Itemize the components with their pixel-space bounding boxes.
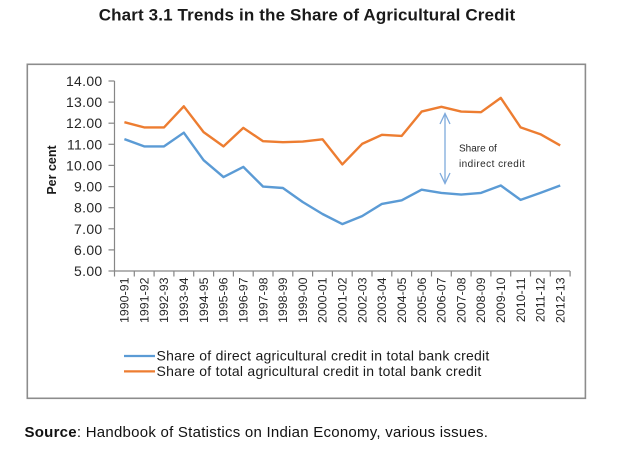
svg-text:Source: Handbook of Statistics: Source: Handbook of Statistics on Indian… (25, 424, 489, 441)
svg-text:5.00: 5.00 (74, 263, 102, 279)
svg-text:Per cent: Per cent (45, 145, 59, 195)
svg-text:2000-01: 2000-01 (316, 277, 330, 323)
svg-text:2002-03: 2002-03 (355, 277, 369, 323)
svg-text:7.00: 7.00 (74, 221, 102, 237)
svg-text:1999-00: 1999-00 (296, 277, 310, 323)
svg-text:2004-05: 2004-05 (395, 277, 409, 323)
svg-text:2001-02: 2001-02 (336, 277, 350, 323)
svg-text:2010-11: 2010-11 (514, 277, 528, 322)
svg-text:indirect credit: indirect credit (459, 159, 525, 170)
svg-text:1994-95: 1994-95 (197, 277, 211, 323)
svg-text:2011-12: 2011-12 (534, 277, 548, 322)
svg-text:13.00: 13.00 (66, 94, 103, 110)
svg-text:Chart 3.1 Trends in the Share: Chart 3.1 Trends in the Share of Agricul… (99, 5, 516, 24)
svg-text:2007-08: 2007-08 (454, 277, 468, 323)
svg-text:1995-96: 1995-96 (217, 277, 231, 323)
svg-text:2005-06: 2005-06 (415, 277, 429, 323)
svg-text:11.00: 11.00 (67, 136, 103, 152)
svg-text:2006-07: 2006-07 (435, 277, 449, 323)
svg-text:1997-98: 1997-98 (256, 277, 270, 323)
svg-text:9.00: 9.00 (74, 179, 102, 195)
svg-text:1998-99: 1998-99 (276, 277, 290, 323)
svg-text:8.00: 8.00 (74, 200, 102, 216)
svg-text:2008-09: 2008-09 (474, 277, 488, 323)
svg-text:6.00: 6.00 (74, 242, 102, 258)
svg-text:14.00: 14.00 (66, 73, 103, 89)
svg-text:10.00: 10.00 (66, 157, 103, 173)
svg-text:1993-94: 1993-94 (177, 277, 191, 323)
svg-text:Share of: Share of (459, 144, 497, 155)
svg-text:2003-04: 2003-04 (375, 277, 389, 323)
svg-text:1991-92: 1991-92 (137, 277, 151, 323)
svg-text:12.00: 12.00 (66, 115, 103, 131)
svg-text:2012-13: 2012-13 (553, 277, 567, 323)
svg-text:1996-97: 1996-97 (237, 277, 251, 323)
svg-text:2009-10: 2009-10 (494, 277, 508, 323)
svg-text:Share of total agricultural cr: Share of total agricultural credit in to… (157, 363, 482, 379)
svg-text:1990-91: 1990-91 (118, 277, 132, 323)
svg-text:Share of direct agricultural c: Share of direct agricultural credit in t… (157, 348, 490, 364)
svg-text:1992-93: 1992-93 (157, 277, 171, 323)
